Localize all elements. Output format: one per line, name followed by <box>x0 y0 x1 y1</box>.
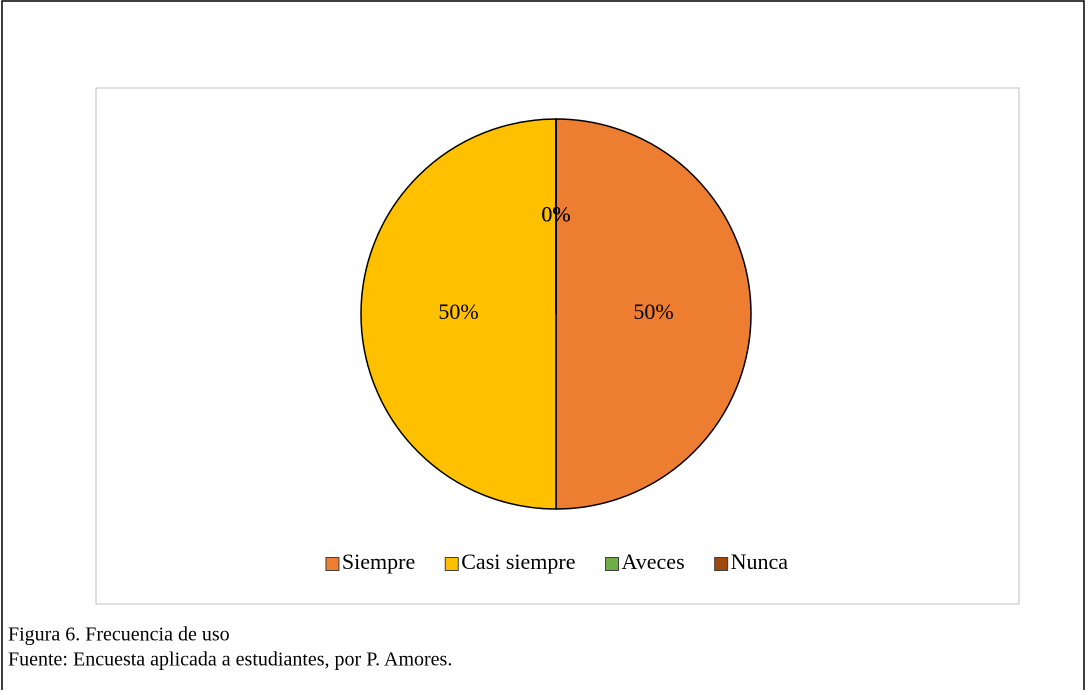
pie-slice <box>360 118 557 510</box>
legend-swatch <box>714 557 729 571</box>
legend-swatch <box>325 557 340 571</box>
figure-caption: Figura 6. Frecuencia de uso <box>8 624 230 646</box>
legend-swatch <box>444 557 459 571</box>
legend-label: Aveces <box>622 549 685 574</box>
legend-label: Siempre <box>342 549 415 574</box>
source-caption: Fuente: Encuesta aplicada a estudiantes,… <box>8 649 452 671</box>
data-label: 50% <box>438 299 478 324</box>
legend-label: Casi siempre <box>461 549 575 574</box>
legend-label: Nunca <box>731 549 789 574</box>
data-label: 50% <box>633 299 673 324</box>
data-label: 0% <box>541 202 570 227</box>
data-label: 0% <box>541 202 570 227</box>
pie-slice <box>555 118 752 510</box>
legend-swatch <box>605 557 620 571</box>
